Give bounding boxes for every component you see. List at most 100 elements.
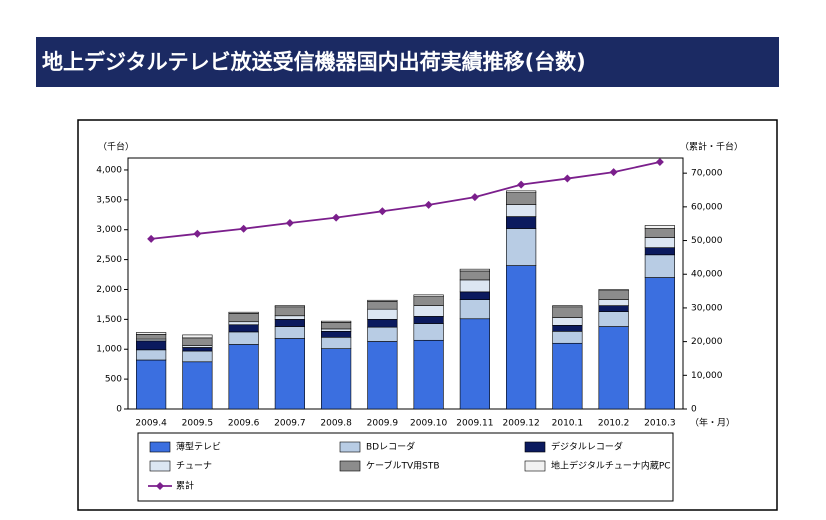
y-tick-label: 3,500 xyxy=(96,195,122,205)
legend-swatch xyxy=(149,441,171,453)
y-tick-label: 1,500 xyxy=(96,315,122,325)
bar-segment xyxy=(182,337,213,346)
legend-swatch xyxy=(149,460,171,472)
y-tick-label: 500 xyxy=(105,375,122,385)
bar-segment xyxy=(182,361,213,410)
bar-segment xyxy=(274,326,305,339)
bar-segment xyxy=(321,348,352,410)
line-marker xyxy=(424,200,433,209)
legend-label: BDレコーダ xyxy=(366,441,415,453)
legend-label: ケーブルTV用STB xyxy=(366,460,440,472)
line xyxy=(151,161,661,240)
bar-segment xyxy=(644,228,675,238)
line-marker xyxy=(239,224,248,233)
bar-segment xyxy=(644,247,675,256)
bar-segment xyxy=(367,299,398,302)
y2-tick-label: 40,000 xyxy=(691,270,723,280)
bar-segment xyxy=(598,289,629,291)
y-tick-label: 2,000 xyxy=(96,285,122,295)
bar-segment xyxy=(598,326,629,410)
bar-segment xyxy=(182,350,213,363)
y2-tick-label: 20,000 xyxy=(691,337,723,347)
y2-tick-label: 10,000 xyxy=(691,371,723,381)
y-axis-label: （千台） xyxy=(98,141,134,153)
bar-segment xyxy=(506,204,537,217)
bar-segment xyxy=(506,192,537,205)
bar-segment xyxy=(321,336,352,349)
line-marker xyxy=(563,174,572,183)
line-marker xyxy=(285,219,294,228)
bar-segment xyxy=(598,305,629,312)
x-tick-label: 2010.1 xyxy=(552,419,584,429)
bar-segment xyxy=(459,268,490,272)
bar-segment xyxy=(228,311,259,314)
line-marker xyxy=(378,207,387,216)
x-tick-label: 2009.7 xyxy=(274,419,306,429)
bar-segment xyxy=(413,296,444,306)
x-tick-label: 2009.12 xyxy=(503,419,540,429)
x-tick-label: 2010.3 xyxy=(644,419,676,429)
legend-label: 累計 xyxy=(176,480,194,492)
bar-segment xyxy=(598,299,629,306)
bar-segment xyxy=(274,319,305,327)
y2-tick-label: 0 xyxy=(691,405,697,415)
bar-segment xyxy=(506,228,537,266)
bar-segment xyxy=(136,359,167,410)
legend-swatch xyxy=(339,460,361,472)
bar-segment xyxy=(321,322,352,330)
title-bar: 地上デジタルテレビ放送受信機器国内出荷実績推移(台数) xyxy=(36,37,779,87)
bar-segment xyxy=(598,311,629,327)
legend-frame xyxy=(137,432,674,502)
legend-swatch xyxy=(524,460,546,472)
bar-segment xyxy=(274,338,305,410)
plot-frame xyxy=(127,157,684,410)
bar-segment xyxy=(413,323,444,341)
bar-segment xyxy=(321,328,352,332)
y-tick-label: 2,500 xyxy=(96,255,122,265)
legend-swatch xyxy=(339,441,361,453)
y2-tick-label: 50,000 xyxy=(691,236,723,246)
bar-segment xyxy=(413,294,444,297)
bar-segment xyxy=(506,190,537,193)
x-tick-label: 2010.2 xyxy=(598,419,630,429)
bar-segment xyxy=(274,306,305,317)
bar-segment xyxy=(552,325,583,332)
y2-tick-label: 70,000 xyxy=(691,169,723,179)
bar-segment xyxy=(413,339,444,410)
line-marker xyxy=(655,158,664,167)
legend-label: チューナ xyxy=(176,461,212,472)
bar-segment xyxy=(459,291,490,300)
line-marker xyxy=(332,213,341,222)
bar-segment xyxy=(228,313,259,323)
bar-segment xyxy=(506,265,537,410)
legend-swatch xyxy=(156,482,164,490)
bar-segment xyxy=(459,279,490,293)
y-tick-label: 3,000 xyxy=(96,225,122,235)
y-tick-label: 1,000 xyxy=(96,345,122,355)
bar-segment xyxy=(459,318,490,410)
bar-segment xyxy=(367,341,398,410)
bar-segment xyxy=(459,270,490,281)
bar-segment xyxy=(367,326,398,342)
bar-segment xyxy=(228,324,259,333)
y-tick-label: 4,000 xyxy=(96,165,122,175)
bar-segment xyxy=(321,331,352,338)
bar-segment xyxy=(136,349,167,361)
bar-segment xyxy=(367,308,398,320)
bar-segment xyxy=(506,216,537,229)
x-tick-label: 2009.11 xyxy=(456,419,493,429)
bar-segment xyxy=(552,317,583,326)
legend-label: 地上デジタルチューナ内蔵PC xyxy=(551,460,671,472)
bar-segment xyxy=(321,320,352,323)
x-tick-label: 2009.5 xyxy=(182,419,214,429)
bar-segment xyxy=(182,334,213,339)
y2-tick-label: 60,000 xyxy=(691,202,723,212)
bar-segment xyxy=(228,331,259,345)
bar-segment xyxy=(367,301,398,310)
legend-label: 薄型テレビ xyxy=(176,441,221,453)
x-tick-label: 2009.9 xyxy=(367,419,399,429)
x-tick-label: 2009.8 xyxy=(320,419,352,429)
bar-segment xyxy=(413,316,444,324)
bar-segment xyxy=(228,321,259,326)
